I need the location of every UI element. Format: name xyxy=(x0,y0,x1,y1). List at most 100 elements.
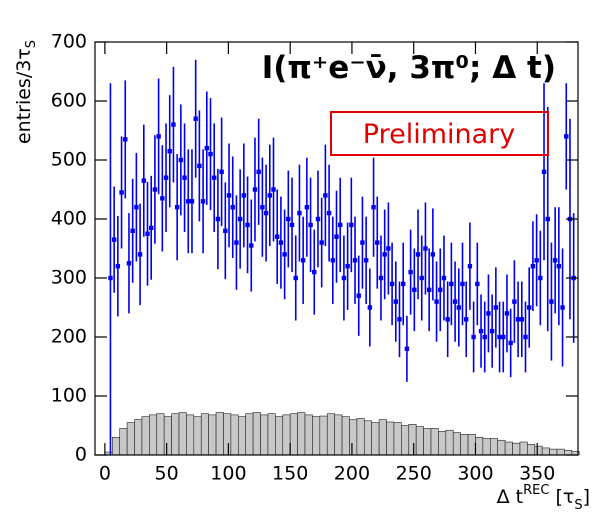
histogram-bar xyxy=(289,413,298,456)
histogram-bar xyxy=(297,412,306,456)
histogram-bar xyxy=(304,414,313,456)
data-point xyxy=(389,281,395,287)
data-point xyxy=(560,305,565,310)
data-point xyxy=(115,264,121,269)
data-point xyxy=(178,157,184,163)
data-point xyxy=(538,275,543,281)
data-point xyxy=(108,275,113,281)
data-point xyxy=(149,225,154,231)
x-tick-label: 350 xyxy=(519,463,555,485)
histogram-bar xyxy=(245,413,254,456)
histogram-bar xyxy=(527,444,536,456)
data-point xyxy=(464,317,469,322)
data-point xyxy=(182,175,187,180)
histogram-bar xyxy=(237,416,247,456)
data-point xyxy=(338,222,343,228)
histogram-bar xyxy=(171,413,180,456)
histogram-bar xyxy=(223,413,232,456)
histogram-bar xyxy=(119,428,128,456)
histogram-bar xyxy=(497,439,506,456)
histogram-bar xyxy=(534,445,543,456)
data-point xyxy=(323,193,328,198)
x-tick-label: 150 xyxy=(272,463,308,485)
x-axis-label: Δ tREC [τS] xyxy=(497,483,590,513)
data-point xyxy=(367,305,373,310)
y-axis-label-main: entries/3τ xyxy=(13,48,35,144)
histogram-bar xyxy=(401,425,410,456)
data-point xyxy=(504,311,510,316)
data-point xyxy=(345,264,350,269)
data-point xyxy=(330,258,335,263)
data-point xyxy=(234,240,239,245)
histogram-bar xyxy=(519,441,528,456)
data-point xyxy=(304,205,310,210)
histogram-bar xyxy=(541,447,550,456)
data-point xyxy=(360,240,365,245)
data-point xyxy=(375,240,380,245)
data-point xyxy=(163,175,169,180)
histogram-bar xyxy=(460,434,469,456)
histogram-bar xyxy=(156,413,165,456)
histogram-bar xyxy=(134,419,143,456)
x-tick-label: 250 xyxy=(396,463,432,485)
data-point xyxy=(249,243,254,248)
data-point xyxy=(415,252,421,257)
histogram-bar xyxy=(282,414,291,456)
x-axis-label-part: REC xyxy=(523,483,549,498)
y-axis-label: entries/3τS xyxy=(13,40,39,144)
data-point xyxy=(467,264,473,269)
histogram-bar xyxy=(312,416,321,456)
histogram-bar xyxy=(378,419,387,456)
data-point xyxy=(230,205,235,210)
data-point xyxy=(460,281,465,287)
histogram-bar xyxy=(408,424,417,456)
data-point xyxy=(252,187,258,192)
data-point xyxy=(352,258,358,263)
histogram-bar xyxy=(556,448,565,456)
y-tick-label: 100 xyxy=(51,385,87,407)
x-tick-label: 0 xyxy=(99,463,111,485)
data-point xyxy=(541,169,547,174)
histogram-bar xyxy=(475,436,484,456)
histogram-bar xyxy=(208,414,217,456)
data-point xyxy=(130,228,135,233)
x-axis-label-part: [τ xyxy=(549,486,574,508)
data-point xyxy=(319,240,324,245)
plot-area xyxy=(104,59,580,456)
data-point xyxy=(489,328,495,334)
data-point xyxy=(226,193,232,198)
histogram-bar xyxy=(275,416,284,456)
data-point xyxy=(141,178,146,183)
histogram-bar xyxy=(200,413,209,456)
histogram-bar xyxy=(430,428,439,456)
histogram-bar xyxy=(260,414,269,456)
histogram-bar xyxy=(326,413,335,456)
data-point xyxy=(471,334,476,340)
data-point xyxy=(549,299,554,304)
histogram-bar xyxy=(141,416,150,456)
data-point xyxy=(515,317,521,322)
data-point xyxy=(156,134,161,139)
data-point xyxy=(134,205,139,210)
data-point xyxy=(401,281,406,287)
histogram-bar xyxy=(423,428,432,456)
y-tick-label: 600 xyxy=(51,90,87,112)
data-point xyxy=(315,216,321,222)
histogram-bar xyxy=(111,436,121,456)
data-point xyxy=(378,275,384,281)
data-point xyxy=(312,269,317,275)
y-axis-label-sub: S xyxy=(24,40,39,48)
data-point xyxy=(308,222,313,228)
data-point xyxy=(438,287,443,292)
data-point xyxy=(552,258,558,263)
y-tick-label: 400 xyxy=(51,208,87,230)
histogram-bar xyxy=(482,438,491,456)
data-point xyxy=(167,148,172,154)
histogram-bar xyxy=(512,442,521,456)
data-point xyxy=(256,169,261,174)
histogram-bar xyxy=(415,426,424,456)
y-tick-label: 200 xyxy=(51,326,87,348)
data-point xyxy=(482,334,487,340)
data-point xyxy=(174,205,180,210)
histogram-bar xyxy=(319,415,328,456)
